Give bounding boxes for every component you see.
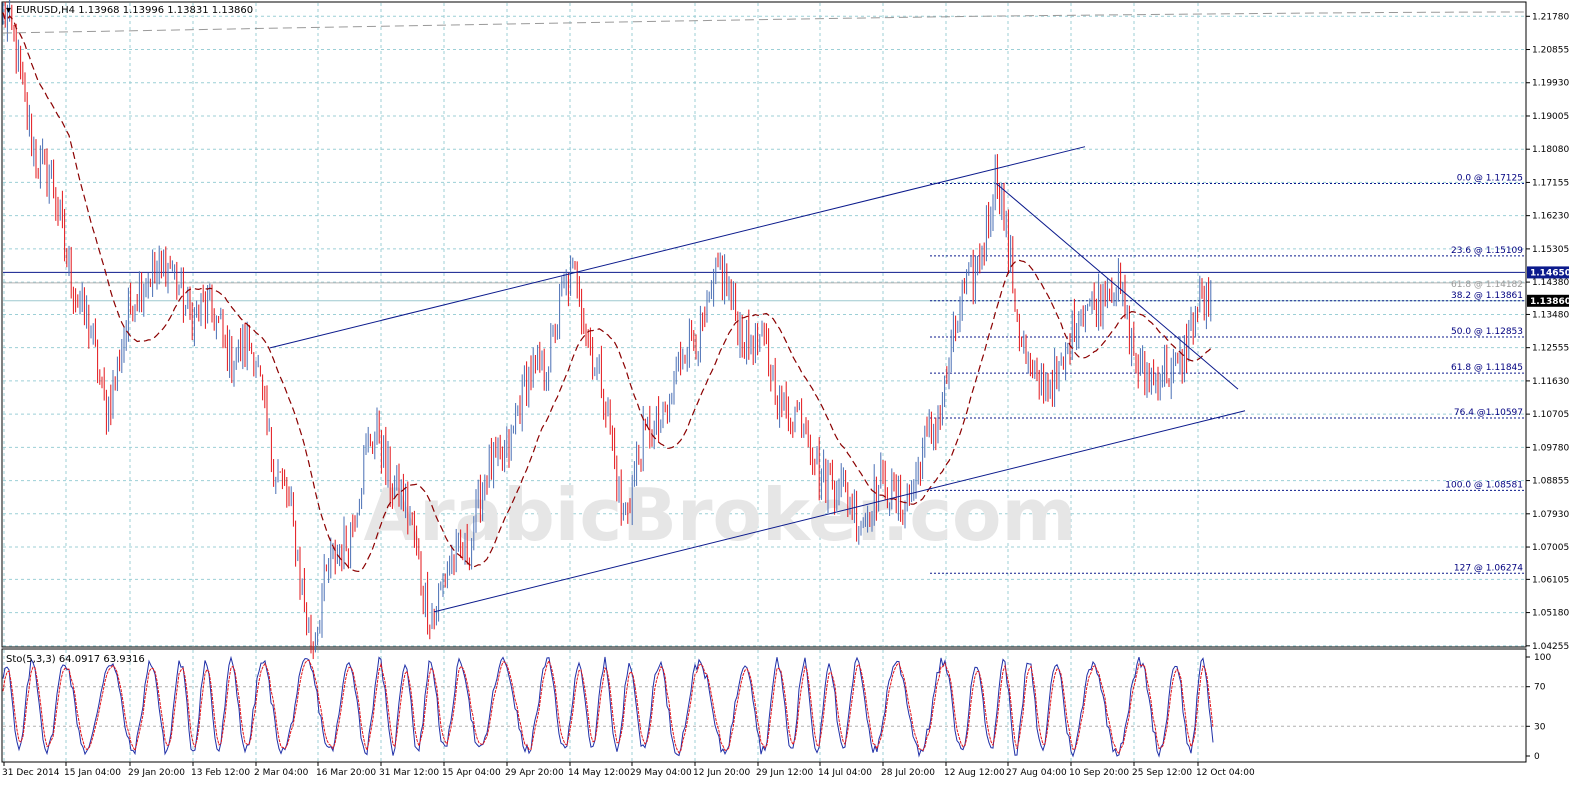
fib-label: 61.8 @ 1.11845 [1451, 363, 1523, 373]
fib-label: 23.6 @ 1.15109 [1451, 246, 1523, 256]
stoch-panel [1, 648, 1527, 763]
time-tick-label: 10 Sep 20:00 [1069, 768, 1129, 778]
fib-label: 50.0 @ 1.12853 [1451, 327, 1523, 337]
fib-label: 76.4 @1.10597 [1454, 408, 1523, 418]
price-tick-label: 1.10705 [1532, 410, 1569, 420]
price-tick-label: 1.20855 [1532, 46, 1569, 56]
price-tick-label: 1.12555 [1532, 344, 1569, 354]
chart-title: EURUSD,H4 1.13968 1.13996 1.13831 1.1386… [16, 5, 253, 16]
price-tick-label: 1.04255 [1532, 642, 1569, 652]
time-tick-label: 31 Mar 12:00 [379, 768, 439, 778]
price-tick-label: 1.06105 [1532, 575, 1569, 585]
dropdown-arrow-icon[interactable]: ▾ [6, 5, 11, 16]
time-tick-label: 12 Jun 20:00 [693, 768, 750, 778]
time-tick-label: 15 Jan 04:00 [64, 768, 121, 778]
price-tick-label: 1.09780 [1532, 443, 1569, 453]
price-tick-label: 1.16230 [1532, 212, 1569, 222]
channel-bottom [433, 410, 1246, 613]
stoch-k-line [2, 655, 1214, 758]
time-tick-label: 29 Jan 20:00 [128, 768, 185, 778]
stoch-d-line [2, 659, 1214, 755]
price-tick-label: 1.15305 [1532, 245, 1569, 255]
ma-long [2, 11, 1526, 34]
price-tick-label: 1.14380 [1532, 278, 1569, 288]
level-price-label: 1.14650 [1530, 268, 1571, 278]
price-tick-label: 1.19930 [1532, 79, 1569, 89]
stochastic [2, 655, 1214, 758]
fib-label: 38.2 @ 1.13861 [1451, 291, 1523, 301]
time-tick-label: 16 Mar 20:00 [316, 768, 376, 778]
candles [2, 0, 1212, 660]
trendlines [269, 146, 1246, 613]
price-tick-label: 1.17155 [1532, 178, 1569, 188]
time-tick-label: 13 Feb 12:00 [191, 768, 250, 778]
time-tick-label: 29 Jun 12:00 [756, 768, 813, 778]
time-tick-label: 14 Jul 04:00 [818, 768, 872, 778]
time-tick-label: 12 Aug 12:00 [944, 768, 1005, 778]
price-tick-label: 1.05180 [1532, 609, 1569, 619]
time-tick-label: 29 May 04:00 [630, 768, 692, 778]
fib-label: 100.0 @ 1.08581 [1445, 480, 1523, 490]
stoch-tick-label: 30 [1534, 722, 1546, 732]
fib-label-extra: 61.8 @ 1.14182 [1451, 280, 1523, 290]
price-axis: 1.21780 1.20855 1.19930 1.19005 1.18080 1.171… [1526, 12, 1571, 762]
grid [3, 3, 1525, 761]
time-tick-label: 14 May 12:00 [568, 768, 630, 778]
time-tick-label: 15 Apr 04:00 [442, 768, 501, 778]
time-axis: 31 Dec 2014 15 Jan 04:00 29 Jan 20:00 13 Fe… [2, 762, 1255, 778]
time-tick-label: 12 Oct 04:00 [1196, 768, 1255, 778]
channel-top [269, 146, 1086, 349]
price-tick-label: 1.08855 [1532, 477, 1569, 487]
time-tick-label: 31 Dec 2014 [2, 768, 60, 778]
down-trendline [995, 182, 1239, 390]
fibonacci-retracement: 0.0 @ 1.17125 23.6 @ 1.15109 38.2 @ 1.1386… [930, 174, 1525, 574]
time-tick-label: 28 Jul 20:00 [881, 768, 935, 778]
moving-average [2, 11, 1526, 573]
price-tick-label: 1.21780 [1532, 12, 1569, 22]
time-tick-label: 25 Sep 12:00 [1132, 768, 1192, 778]
current-price-label-bg [1527, 294, 1569, 307]
price-tick-label: 1.13480 [1532, 310, 1569, 320]
watermark: ArabicBroker.com [363, 473, 1076, 557]
ma-line [2, 12, 1212, 573]
time-tick-label: 29 Apr 20:00 [505, 768, 564, 778]
fib-label: 127 @ 1.06274 [1454, 563, 1523, 573]
current-price-label: 1.13860 [1530, 297, 1571, 307]
stoch-tick-label: 70 [1534, 683, 1546, 693]
price-tick-label: 1.19005 [1532, 112, 1569, 122]
fib-label: 0.0 @ 1.17125 [1457, 174, 1523, 184]
level-price-label-bg [1527, 266, 1569, 279]
price-tick-label: 1.07005 [1532, 543, 1569, 553]
stoch-tick-label: 0 [1534, 752, 1540, 762]
time-tick-label: 2 Mar 04:00 [254, 768, 309, 778]
price-tick-label: 1.11630 [1532, 377, 1569, 387]
stoch-tick-label: 100 [1534, 653, 1551, 663]
price-tick-label: 1.07930 [1532, 510, 1569, 520]
stoch-label: Sto(5,3,3) 64.0917 63.9316 [6, 654, 145, 665]
price-tick-label: 1.18080 [1532, 145, 1569, 155]
time-tick-label: 27 Aug 04:00 [1006, 768, 1067, 778]
